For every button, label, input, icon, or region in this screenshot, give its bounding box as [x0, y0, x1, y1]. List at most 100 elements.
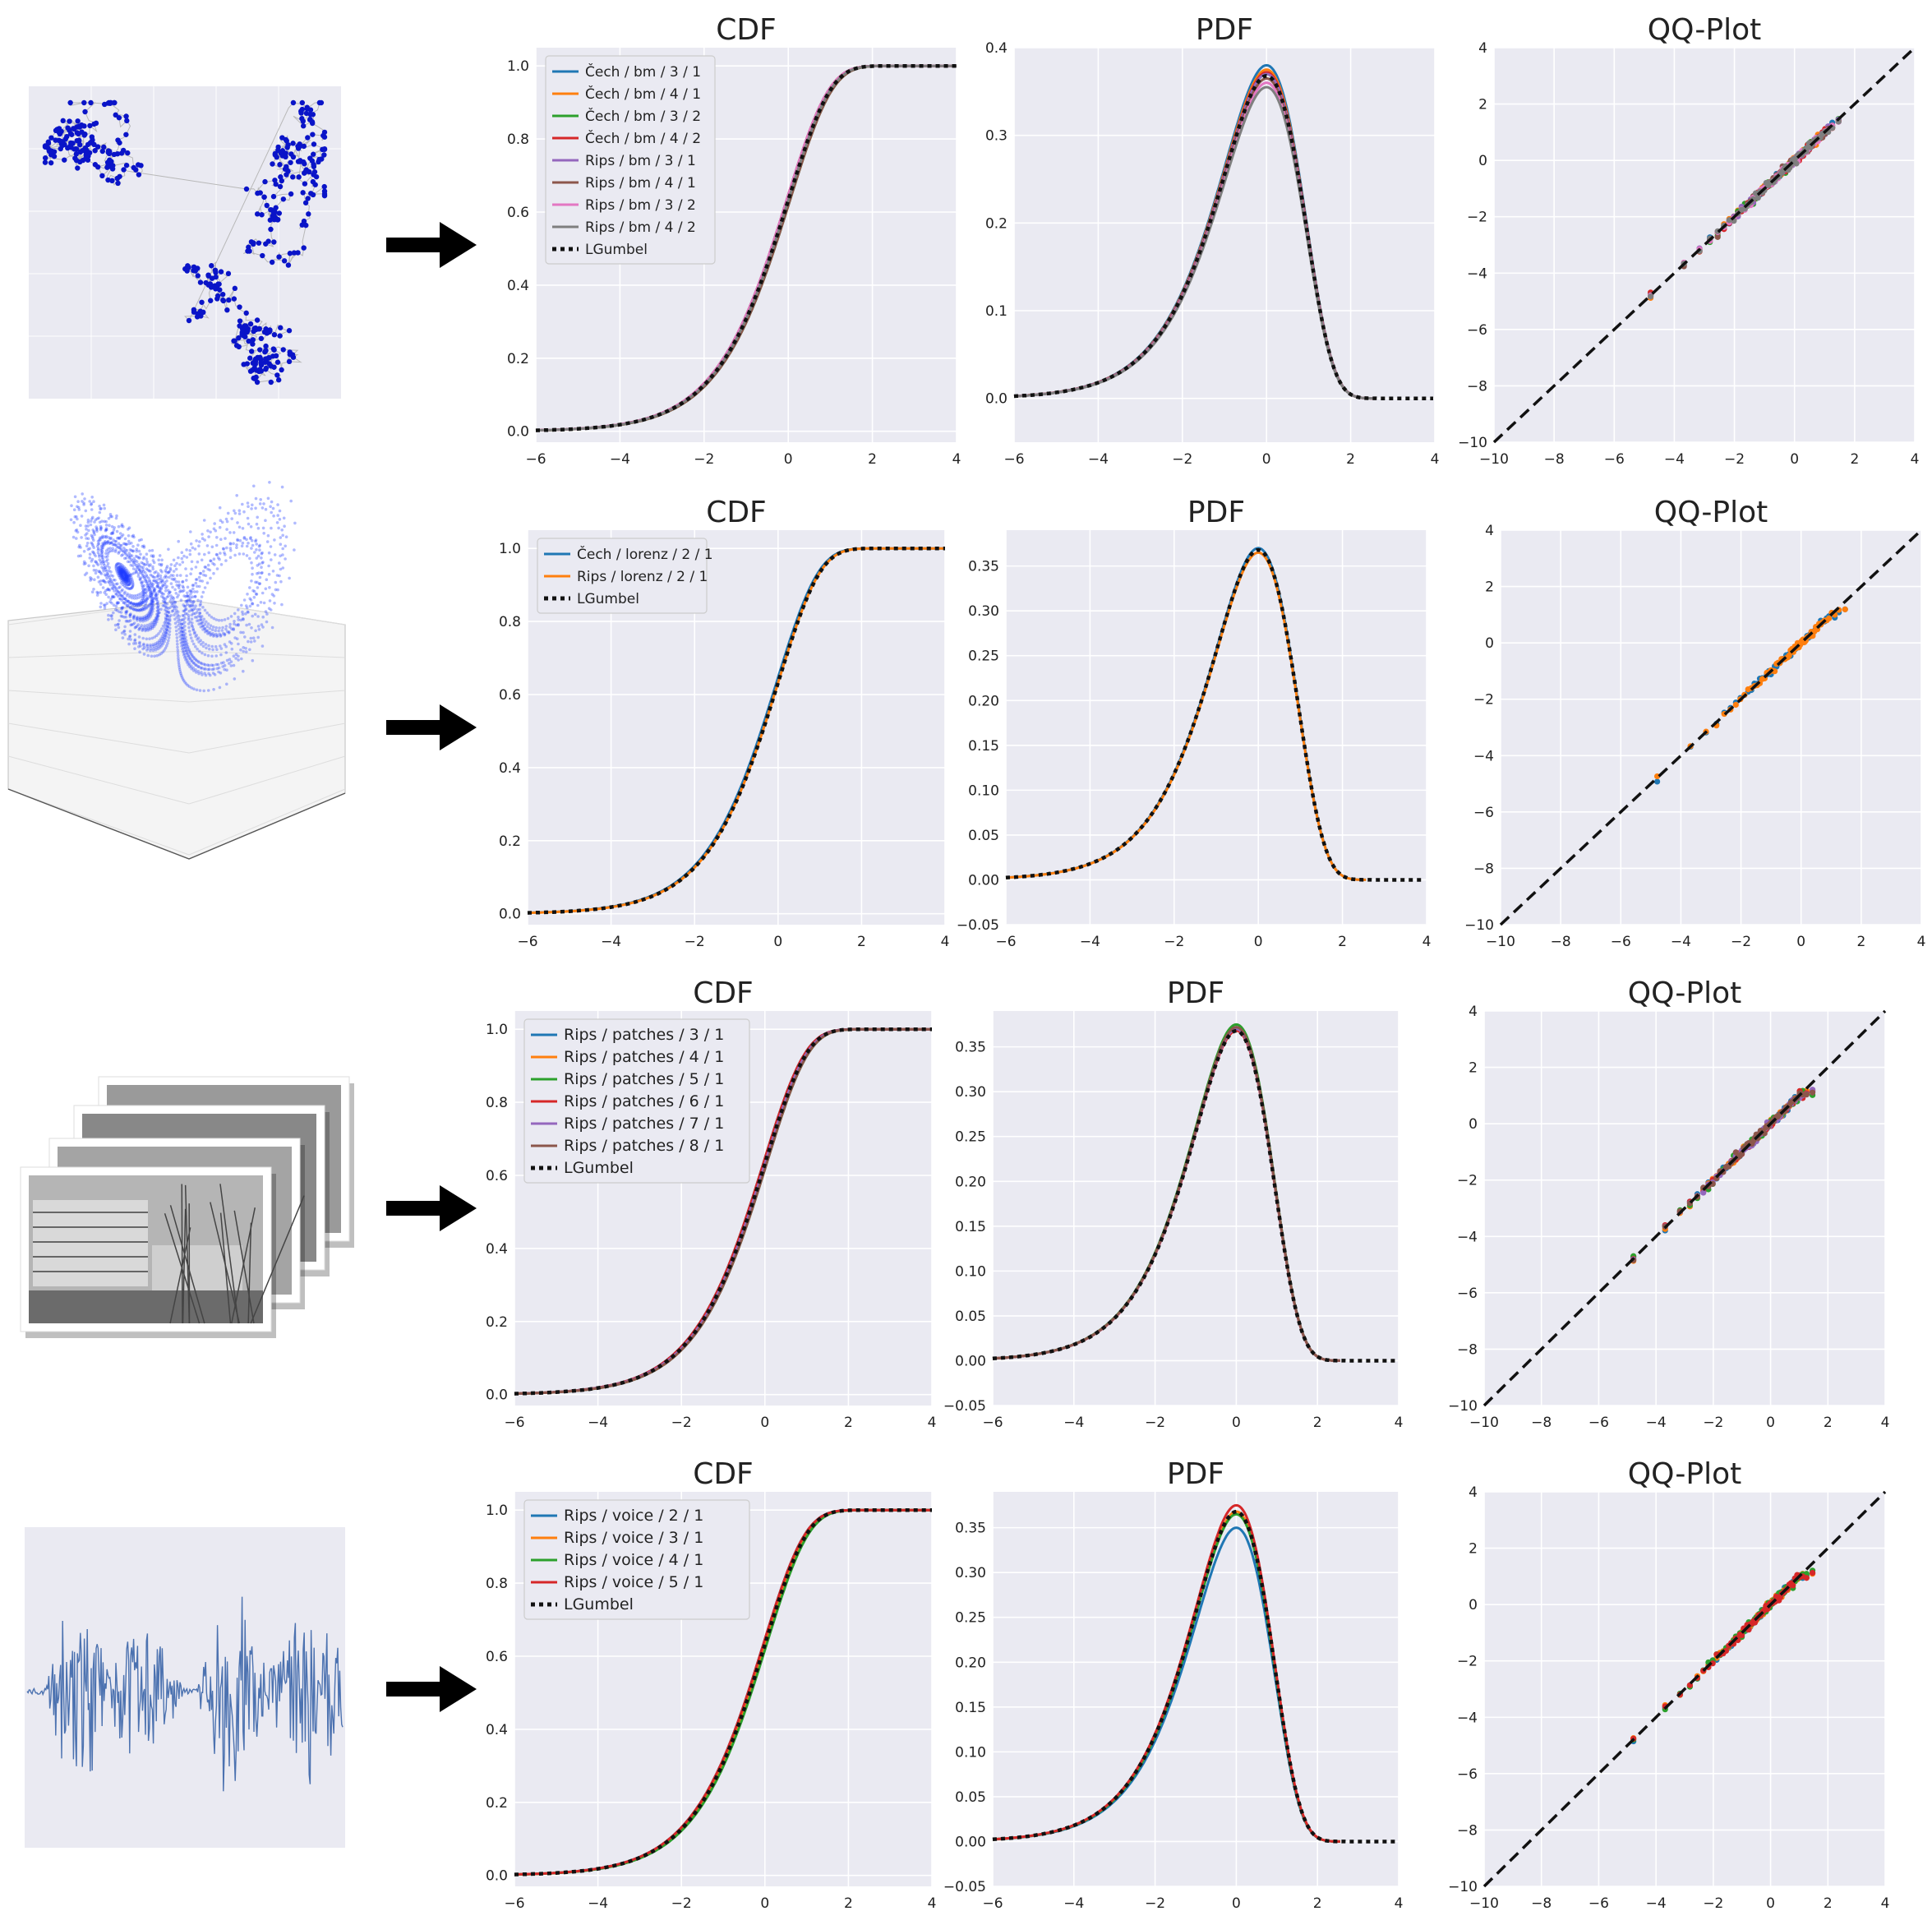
thumbnail-lorenz-point: [120, 571, 124, 575]
thumbnail-lorenz-point: [149, 563, 152, 566]
thumbnail-lorenz-point: [249, 537, 252, 540]
thumbnail-lorenz-point: [187, 594, 191, 598]
thumbnail-lorenz-point: [119, 573, 122, 576]
thumbnail-lorenz-point: [229, 642, 233, 645]
cdf-title: CDF: [706, 496, 767, 529]
thumbnail-point: [48, 159, 54, 166]
thumbnail-lorenz-point: [226, 616, 230, 621]
thumbnail-lorenz-point: [138, 577, 142, 580]
thumbnail-lorenz-point: [111, 547, 114, 551]
thumbnail-lorenz-point: [182, 626, 185, 630]
thumbnail-lorenz-point: [189, 600, 193, 603]
thumbnail-lorenz-point: [281, 533, 285, 538]
thumbnail-point: [213, 274, 219, 280]
thumbnail-point: [226, 297, 232, 303]
cdf-title: CDF: [716, 13, 777, 47]
thumbnail-lorenz-point: [164, 586, 168, 590]
thumbnail-point: [272, 152, 279, 158]
thumbnail-lorenz-point: [278, 509, 282, 513]
thumbnail-lorenz-point: [154, 645, 159, 649]
thumbnail-lorenz-point: [107, 536, 111, 539]
thumbnail-lorenz-point: [95, 545, 99, 548]
pdf-ytick-label: 0.10: [968, 782, 999, 799]
thumbnail-point: [311, 164, 317, 169]
thumbnail-lorenz-point: [118, 593, 122, 597]
pdf-xtick-label: 2: [1313, 1895, 1322, 1912]
thumbnail-lorenz-point: [149, 605, 153, 609]
thumbnail-lorenz-point: [166, 607, 170, 610]
thumbnail-lorenz-point: [122, 569, 126, 573]
thumbnail-lorenz-point: [144, 598, 147, 602]
thumbnail-point: [199, 299, 205, 305]
thumbnail-lorenz-point: [197, 661, 201, 664]
thumbnail-lorenz-point: [218, 686, 222, 690]
thumbnail-lorenz-point: [198, 540, 201, 543]
thumbnail-lorenz-point: [124, 570, 127, 575]
thumbnail-lorenz-point: [137, 645, 141, 649]
thumbnail-lorenz-point: [122, 567, 126, 570]
thumbnail-point: [48, 135, 54, 141]
thumbnail-lorenz-point: [98, 536, 102, 540]
thumbnail-lorenz-point: [177, 580, 181, 584]
thumbnail-lorenz-point: [179, 629, 183, 633]
thumbnail-lorenz-point: [109, 574, 113, 577]
thumbnail-lorenz-point: [141, 598, 145, 602]
thumbnail-point: [203, 279, 209, 286]
thumbnail-lorenz-point: [237, 654, 240, 658]
thumbnail-lorenz-point: [127, 583, 131, 586]
thumbnail-lorenz-point: [151, 600, 155, 604]
thumbnail-point: [300, 118, 306, 124]
thumbnail-lorenz-point: [102, 579, 105, 583]
thumbnail-lorenz-point: [163, 639, 166, 644]
thumbnail-lorenz-point: [239, 630, 242, 635]
thumbnail-lorenz-point: [150, 602, 154, 606]
thumbnail-lorenz-point: [108, 542, 111, 545]
thumbnail-lorenz-point: [219, 635, 223, 638]
thumbnail-lorenz-point: [135, 617, 139, 621]
thumbnail-lorenz-point: [87, 564, 90, 568]
thumbnail-lorenz-point: [156, 642, 159, 646]
thumbnail-lorenz-point: [177, 658, 180, 662]
thumbnail-lorenz-point: [111, 575, 115, 578]
thumbnail-lorenz-point: [146, 596, 150, 600]
thumbnail-lorenz-point: [107, 517, 111, 520]
thumbnail-lorenz-point: [246, 501, 250, 505]
thumbnail-lorenz-point: [128, 595, 131, 599]
thumbnail-lorenz-point: [155, 593, 159, 596]
thumbnail-lorenz-point: [214, 618, 219, 621]
thumbnail-lorenz-point: [224, 644, 228, 649]
qq-xtick-label: −6: [1588, 1415, 1609, 1431]
thumbnail-lorenz-point: [159, 580, 163, 584]
thumbnail-lorenz-point: [216, 556, 220, 560]
thumbnail-lorenz-point: [99, 583, 103, 586]
thumbnail-lorenz-point: [145, 594, 149, 598]
thumbnail-lorenz-point: [130, 586, 133, 590]
thumbnail-lorenz-point: [136, 604, 141, 607]
thumbnail-lorenz-point: [155, 609, 159, 613]
thumbnail-lorenz-point: [156, 647, 160, 651]
thumbnail-lorenz-point: [256, 572, 259, 575]
thumbnail-lorenz-point: [189, 604, 193, 607]
thumbnail-lorenz-point: [122, 584, 127, 588]
thumbnail-lorenz-point: [112, 578, 115, 582]
cdf-xtick-label: 0: [784, 451, 793, 468]
qq-point: [1793, 160, 1800, 167]
thumbnail-lorenz-point: [203, 627, 207, 630]
pdf-plot-area: [993, 1492, 1399, 1886]
thumbnail-lorenz-point: [163, 600, 167, 603]
thumbnail-lorenz-point: [156, 614, 160, 618]
thumbnail-lorenz-point: [220, 629, 224, 632]
thumbnail-lorenz-point: [120, 554, 123, 557]
thumbnail-point: [106, 150, 113, 157]
thumbnail-lorenz-point: [140, 565, 143, 569]
thumbnail-lorenz-point: [196, 560, 200, 564]
thumbnail-lorenz-point: [146, 612, 150, 616]
thumbnail-lorenz-point: [97, 516, 100, 519]
thumbnail-lorenz-point: [101, 560, 104, 564]
thumbnail-lorenz-point: [247, 522, 251, 526]
thumbnail-lorenz-point: [179, 589, 182, 593]
thumbnail-point: [268, 226, 274, 233]
thumbnail-lorenz-point: [111, 532, 115, 535]
thumbnail-point: [105, 163, 111, 169]
